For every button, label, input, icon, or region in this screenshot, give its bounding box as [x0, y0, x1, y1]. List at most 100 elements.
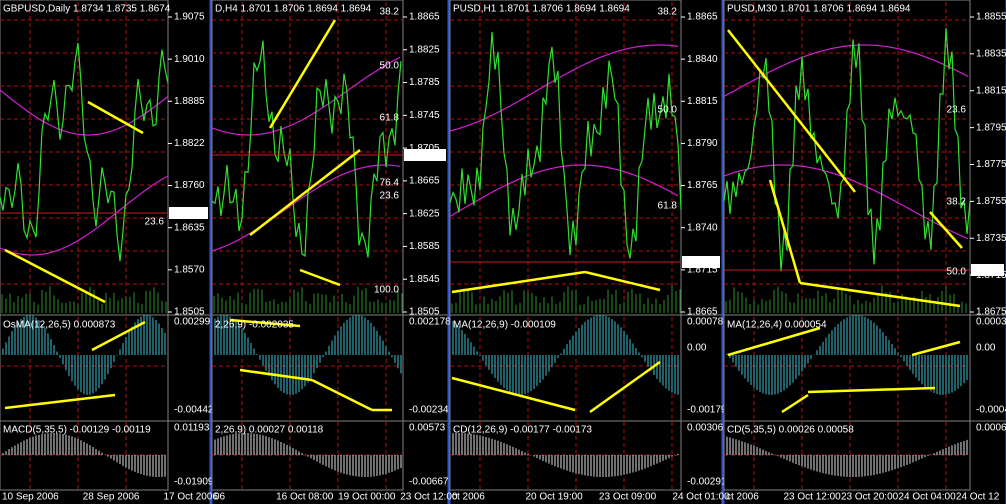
current-price-box — [971, 264, 1004, 276]
fib-level: 23.6 — [145, 217, 165, 228]
price-tick-label: 1.8885 — [174, 96, 205, 107]
price-tick-label: 1.8755 — [976, 196, 1006, 207]
current-price-label: 1.8694 — [974, 265, 1005, 276]
price-tick-label: 1.8665 — [687, 307, 718, 318]
price-tick-label: 1.8745 — [409, 110, 440, 121]
indicator-tick: 0.00573 — [409, 423, 446, 434]
band-lower — [723, 164, 969, 240]
time-label: 24 Oct 04:00 — [898, 492, 956, 503]
indicator-tick: 0.00299 — [174, 317, 211, 328]
indicator-tick: -0.0004 — [976, 405, 1006, 416]
trend-line — [268, 19, 337, 129]
trend-line — [4, 248, 106, 304]
price-tick-label: 1.8775 — [976, 159, 1006, 170]
price-tick-label: 1.8505 — [409, 307, 440, 318]
indicator-tick: 0.00 — [687, 343, 707, 354]
price-tick-label: 1.8865 — [687, 12, 718, 23]
price-line — [211, 40, 402, 258]
time-label: ct 2006 — [726, 492, 759, 503]
price-tick-label: 1.8765 — [687, 180, 718, 191]
price-tick-label: 1.8840 — [687, 54, 718, 65]
indicator-label: CD(12,26,9) -0.00177 -0.00173 — [453, 425, 592, 436]
trend-line — [299, 268, 341, 287]
trend-line — [451, 270, 586, 294]
current-price-box — [404, 149, 446, 161]
price-tick-label: 1.8835 — [976, 49, 1006, 60]
fib-level: 38.2 — [380, 7, 400, 18]
chart-title: GBPUSD,Daily 1.8734 1.8735 1.8674 — [3, 4, 171, 15]
current-price-box — [682, 256, 720, 268]
trend-line — [451, 376, 576, 412]
price-line — [449, 32, 682, 259]
plot-area — [211, 0, 404, 491]
time-label: 23 Oct 09:00 — [599, 492, 657, 503]
fib-level: 61.8 — [380, 113, 400, 124]
trend-line — [799, 281, 961, 308]
fib-level: 50.0 — [658, 105, 678, 116]
chart-title: PUSD,M30 1.8701 1.8706 1.8694 1.8694 — [727, 4, 911, 15]
trend-line — [584, 270, 661, 292]
price-tick-label: 1.8825 — [409, 44, 440, 55]
fib-level: 76.4 — [380, 178, 400, 189]
indicator-label: 2,26,9) 0.00027 0.00118 — [215, 425, 324, 436]
indicator-tick: -0.00234 — [409, 405, 449, 416]
price-tick-label: 1.8545 — [409, 274, 440, 285]
trend-line — [727, 326, 821, 357]
band-lower — [449, 164, 679, 217]
indicator-tick: 0.002178 — [409, 317, 451, 328]
indicator-tick: -0.01909 — [174, 477, 214, 488]
indicator-tick: 0.01193 — [174, 423, 210, 434]
indicator-label: MACD(5,35,5) -0.00129 -0.00119 — [3, 425, 151, 436]
current-price-box — [169, 207, 208, 219]
indicator-label: OsMA(12,26,5) 0.000873 — [3, 320, 116, 331]
price-tick-label: 1.9010 — [174, 54, 205, 65]
price-tick-label: 1.8795 — [976, 122, 1006, 133]
trend-line — [807, 386, 936, 394]
indicator-tick: 0.00037 — [976, 317, 1006, 328]
indicator-tick: -0.00442 — [174, 405, 214, 416]
time-label: ct 2006 — [452, 492, 485, 503]
trend-line — [229, 318, 301, 328]
indicator-tick: 0.00 — [976, 343, 996, 354]
price-tick-label: 1.9075 — [174, 12, 205, 23]
time-label: 24 Oct 01:00 — [672, 492, 730, 503]
indicator-tick: 0.00306 — [687, 423, 724, 434]
time-label: 23 Oct 20:00 — [841, 492, 899, 503]
price-tick-label: 1.8822 — [174, 138, 205, 149]
plot-area — [0, 0, 169, 491]
fib-level: 23.6 — [947, 105, 967, 116]
price-tick-label: 1.8505 — [174, 307, 205, 318]
time-label: 17 Oct 2006 — [164, 492, 219, 503]
band-lower — [0, 175, 169, 256]
time-label: 10 Sep 2006 — [2, 492, 59, 503]
price-tick-label: 1.8715 — [687, 264, 718, 275]
band-upper — [449, 44, 679, 132]
trend-line — [727, 29, 856, 193]
price-tick-label: 1.8760 — [174, 180, 205, 191]
trend-line — [589, 360, 661, 414]
plot-area — [723, 0, 971, 491]
price-tick-label: 1.8665 — [409, 176, 440, 187]
time-label: 06 — [214, 492, 226, 503]
trend-line — [249, 149, 361, 236]
price-line — [0, 42, 169, 262]
time-label: 20 Oct 19:00 — [525, 492, 583, 503]
fib-level: 61.8 — [658, 201, 678, 212]
trend-line — [4, 393, 116, 410]
current-price-label: 1.8694 — [172, 208, 203, 219]
price-tick-label: 1.8585 — [409, 241, 440, 252]
price-tick-label: 1.8705 — [409, 143, 440, 154]
price-tick-label: 1.8635 — [174, 222, 205, 233]
fib-level: 100.0 — [374, 285, 399, 296]
indicator-tick: 0.00069 — [976, 423, 1006, 434]
price-line — [723, 28, 971, 272]
price-tick-label: 1.8625 — [409, 208, 440, 219]
indicator-label: MA(12,26,4) 0.000054 — [727, 320, 827, 331]
chart-title: D,H4 1.8701 1.8706 1.8694 1.8694 — [215, 4, 372, 15]
price-tick-label: 1.8570 — [174, 264, 205, 275]
indicator-tick: -0.00291 — [687, 477, 727, 488]
time-label: 28 Sep 2006 — [83, 492, 140, 503]
fib-level: 50.0 — [380, 61, 400, 72]
price-tick-label: 1.8675 — [976, 307, 1006, 318]
